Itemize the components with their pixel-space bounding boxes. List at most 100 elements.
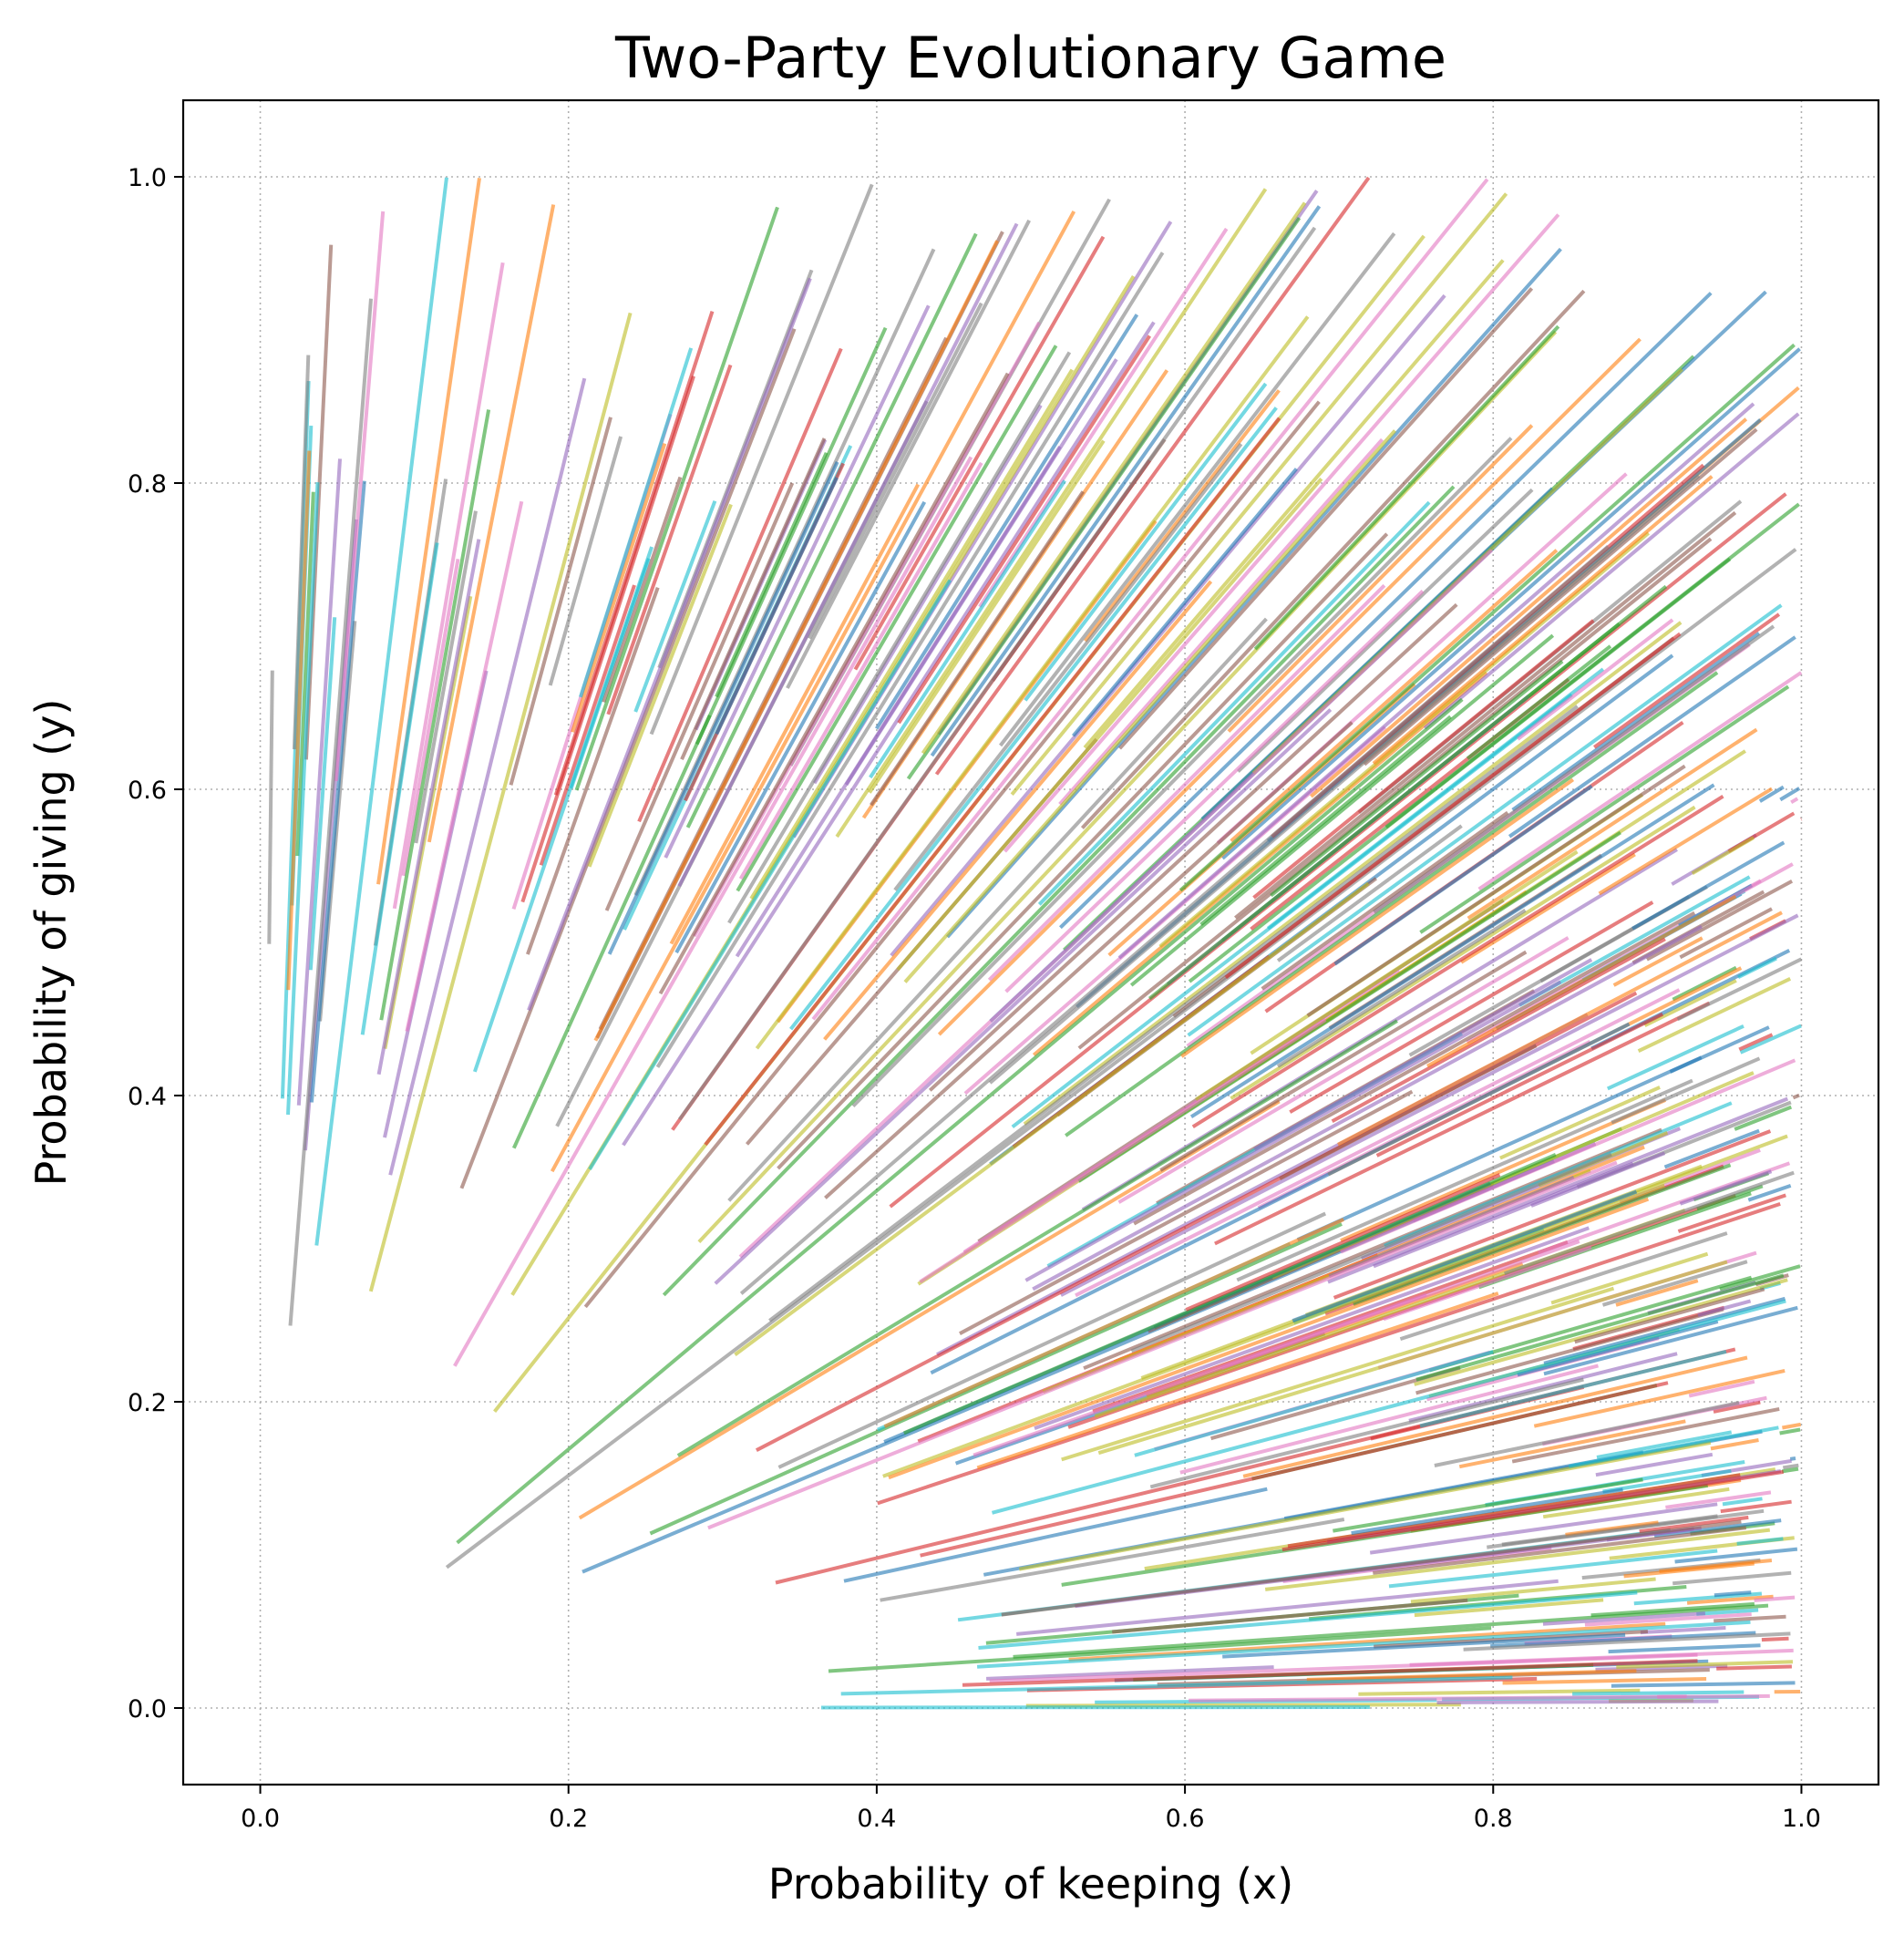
- trajectory-line: [1543, 1296, 1786, 1365]
- trajectory-line: [1199, 715, 1452, 926]
- trajectory-line: [1388, 1549, 1718, 1589]
- trajectory-line: [1612, 936, 1703, 987]
- trajectory-line: [1738, 1033, 1774, 1052]
- trajectory-line: [928, 602, 1458, 1092]
- trajectory-line: [1409, 1648, 1794, 1667]
- trajectory-line: [1281, 1469, 1785, 1552]
- trajectory-line: [1410, 1577, 1656, 1604]
- trajectory-line: [1374, 1630, 1649, 1649]
- x-axis-label: Probability of keeping (x): [768, 1859, 1293, 1909]
- trajectory-line: [930, 205, 1322, 757]
- trajectory-line: [897, 334, 1151, 725]
- trajectory-line: [1230, 805, 1696, 1100]
- trajectory-line: [1003, 213, 1560, 853]
- trajectory-line: [880, 1518, 1345, 1602]
- trajectory-line: [896, 477, 1323, 972]
- trajectory-line: [1720, 1499, 1792, 1514]
- trajectory-line: [1221, 347, 1801, 860]
- trajectory-line: [1148, 584, 1668, 1001]
- trajectory-line: [1191, 795, 1724, 1128]
- trajectory-line: [1530, 1151, 1666, 1208]
- trajectory-line: [1487, 1508, 1765, 1549]
- trajectory-line: [888, 1197, 1650, 1480]
- trajectory-line: [1242, 1355, 1748, 1478]
- trajectory-line: [658, 372, 1010, 995]
- trajectory-line: [1353, 1163, 1732, 1306]
- trajectory-line: [368, 312, 633, 1292]
- trajectory-line: [1016, 1579, 1559, 1636]
- trajectory-line: [714, 708, 1333, 1285]
- trajectory-line: [1653, 1518, 1782, 1539]
- trajectory-line: [1477, 671, 1803, 891]
- trajectory-line: [976, 1292, 1499, 1470]
- trajectory-line: [1023, 621, 1683, 1126]
- trajectory-line: [903, 1153, 1557, 1436]
- trajectory-line: [1133, 911, 1696, 1226]
- trajectory-line: [704, 417, 1281, 1147]
- trajectory-line: [1584, 1612, 1752, 1627]
- trajectory-line: [680, 437, 827, 761]
- trajectory-line: [1593, 612, 1781, 749]
- trajectory-line: [1071, 468, 1298, 737]
- trajectory-line: [376, 539, 481, 1075]
- trajectory-line: [1375, 1012, 1664, 1158]
- trajectory-line: [1134, 1350, 1494, 1457]
- trajectory-line: [669, 483, 921, 945]
- trajectory-line: [1333, 784, 1593, 966]
- trajectory-line: [1333, 1129, 1772, 1300]
- trajectory-line: [267, 670, 274, 944]
- trajectory-line: [1688, 1379, 1755, 1398]
- trajectory-line: [1639, 1515, 1749, 1534]
- trajectory-line: [1289, 900, 1654, 1114]
- trajectory-line: [1373, 1526, 1747, 1575]
- trajectory-line: [1130, 1152, 1612, 1353]
- trajectory-line: [768, 705, 1579, 1322]
- trajectory-line: [1013, 1603, 1769, 1659]
- trajectory-line: [715, 477, 839, 736]
- trajectory-line: [868, 439, 1106, 794]
- trajectory-line: [1310, 417, 1748, 798]
- trajectory-line: [509, 417, 612, 786]
- trajectory-lines: [267, 176, 1803, 1710]
- trajectory-line: [840, 1675, 1513, 1696]
- trajectory-line: [677, 226, 1317, 1121]
- trajectory-line: [1001, 1519, 1742, 1617]
- trajectory-line: [1754, 1595, 1796, 1602]
- trajectory-line: [738, 461, 983, 880]
- trajectory-line: [1253, 958, 1593, 1151]
- trajectory-line: [1059, 292, 1713, 930]
- trajectory-line: [550, 210, 1076, 1173]
- trajectory-line: [1419, 684, 1790, 934]
- trajectory-line: [1399, 1231, 1728, 1342]
- trajectory-line: [1572, 1690, 1744, 1696]
- trajectory-line: [934, 176, 1371, 776]
- trajectory-line: [988, 474, 1701, 1085]
- trajectory-line: [1415, 1273, 1785, 1382]
- x-tick-label: 0.8: [1474, 1805, 1513, 1833]
- trajectory-line: [473, 546, 654, 1073]
- trajectory-line: [1490, 1631, 1756, 1649]
- trajectory-line: [527, 277, 812, 1012]
- trajectory-line: [414, 510, 478, 844]
- trajectory-line: [392, 262, 505, 910]
- trajectory-line: [1306, 764, 1686, 1017]
- trajectory-line: [1010, 192, 1508, 796]
- trajectory-line: [1739, 1024, 1802, 1055]
- trajectory-line: [587, 503, 733, 868]
- chart-title: Two-Party Evolutionary Game: [614, 25, 1446, 91]
- trajectory-line: [824, 721, 1353, 1199]
- trajectory-line: [734, 881, 1370, 1357]
- trajectory-line: [553, 310, 715, 796]
- trajectory-line: [1276, 909, 1527, 1068]
- trajectory-line: [637, 347, 843, 823]
- trajectory-line: [1024, 382, 1268, 702]
- trajectory-line: [1080, 289, 1586, 829]
- trajectory-line: [1517, 618, 1674, 741]
- trajectory-line: [578, 347, 694, 698]
- trajectory-line: [574, 206, 779, 791]
- trajectory-line: [674, 500, 927, 954]
- trajectory-line: [999, 232, 1396, 747]
- trajectory-line: [1037, 500, 1431, 906]
- trajectory-line: [1595, 1663, 1728, 1672]
- trajectory-line: [1463, 1631, 1791, 1652]
